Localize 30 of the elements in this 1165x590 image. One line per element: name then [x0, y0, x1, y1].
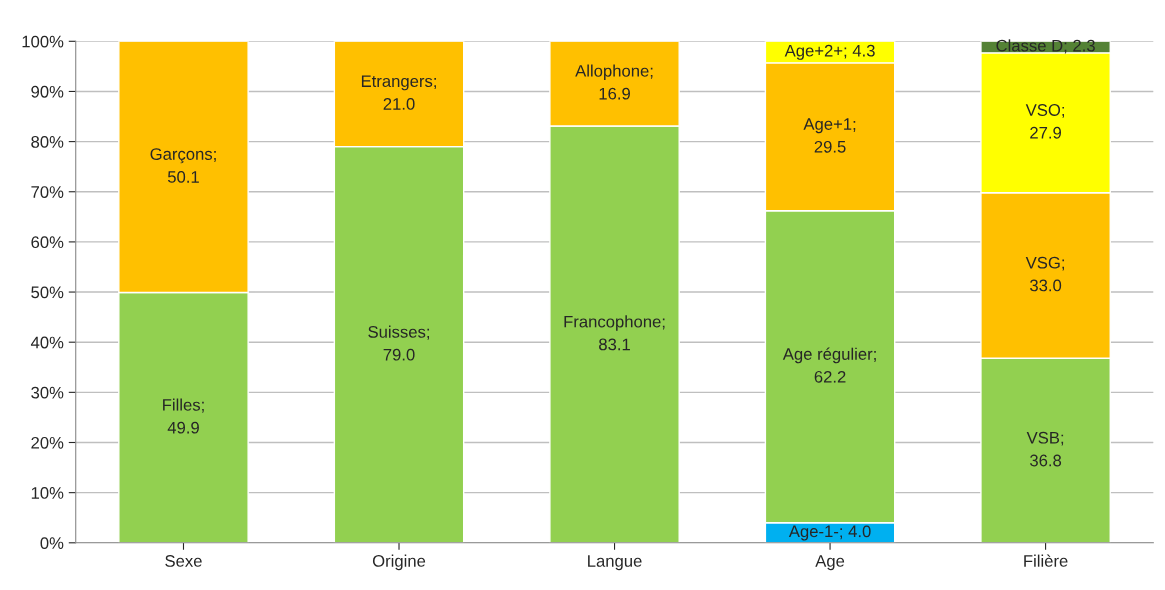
x-tick-label: Age: [815, 555, 845, 571]
y-tick-label: 60%: [31, 236, 64, 249]
x-tick-label: Langue: [588, 555, 642, 571]
data-label: Allophone; 16.9: [575, 64, 653, 100]
data-label: Age+2+; 4.3: [784, 44, 875, 60]
y-tick-label: 70%: [31, 186, 64, 198]
data-label: Age+1; 29.5: [803, 118, 856, 153]
data-label: Francophone; 83.1: [564, 315, 665, 351]
y-tick-label: 20%: [31, 436, 64, 449]
data-label: VSG; 33.0: [1025, 256, 1064, 292]
y-tick-label: 80%: [31, 136, 64, 148]
y-tick-label: 50%: [31, 286, 64, 299]
y-tick-label: 90%: [31, 85, 64, 98]
data-label: Classe D; 2.3: [996, 39, 1095, 54]
y-tick-label: 40%: [30, 336, 64, 349]
y-tick-label: 100%: [22, 35, 64, 48]
data-label: VSO; 27.9: [1025, 104, 1064, 139]
data-label: Etrangers; 21.0: [361, 75, 436, 110]
data-label: Suisses; 79.0: [368, 325, 430, 361]
y-tick-label: 0%: [40, 537, 64, 549]
x-tick-label: Filière: [1024, 554, 1068, 567]
data-label: VSB; 36.8: [1026, 431, 1064, 467]
data-label: Age régulier; 62.2: [782, 347, 876, 383]
y-tick-label: 10%: [31, 487, 64, 499]
y-tick-label: 30%: [31, 386, 64, 399]
data-label: Age-1-; 4.0: [788, 525, 871, 541]
x-tick-label: Origine: [372, 554, 426, 571]
data-label: Filles; 49.9: [163, 398, 204, 434]
x-tick-label: Sexe: [165, 555, 202, 567]
data-label: Garçons; 50.1: [150, 148, 216, 183]
